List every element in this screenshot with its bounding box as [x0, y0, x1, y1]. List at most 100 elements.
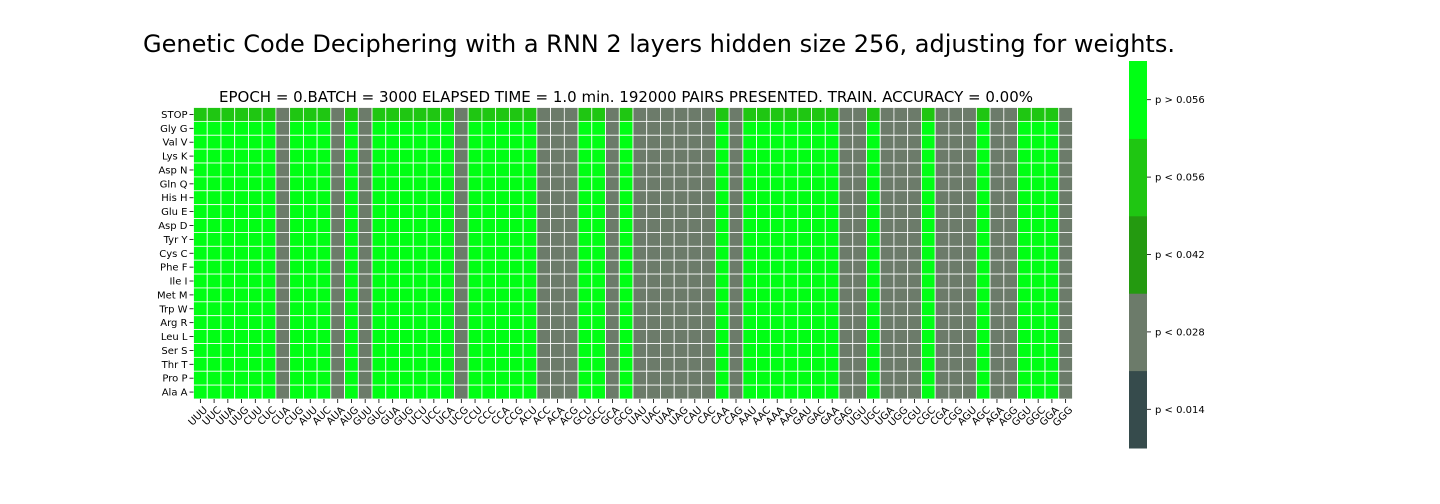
heatmap-cell — [454, 287, 469, 303]
heatmap-cell — [302, 190, 318, 206]
heatmap-cell — [701, 107, 716, 122]
heatmap-cell — [852, 162, 867, 178]
heatmap-cell — [302, 134, 318, 150]
heatmap-cell — [797, 162, 812, 178]
heatmap-cell — [866, 204, 881, 219]
heatmap-cell — [454, 245, 469, 261]
heatmap-cell — [234, 176, 249, 192]
heatmap-cell — [989, 190, 1005, 206]
heatmap-cell — [852, 232, 867, 247]
heatmap-cell — [385, 232, 400, 247]
heatmap-cell — [673, 273, 689, 289]
heatmap-cell — [399, 148, 414, 164]
heatmap-cell — [412, 301, 428, 317]
heatmap-cell — [206, 176, 222, 192]
heatmap-cell — [289, 176, 304, 192]
heatmap-cell — [618, 343, 634, 358]
heatmap-cell — [1003, 162, 1018, 178]
heatmap-cell — [248, 315, 263, 330]
heatmap-cell — [248, 245, 263, 261]
heatmap-cell — [605, 245, 620, 261]
heatmap-cell — [632, 287, 648, 303]
heatmap-cell — [344, 245, 359, 261]
heatmap-cell — [948, 107, 964, 122]
heatmap-cell — [797, 287, 812, 303]
heatmap-cell — [399, 107, 414, 122]
heatmap-cell — [921, 370, 936, 386]
heatmap-cell — [454, 301, 469, 317]
heatmap-cell — [852, 384, 867, 400]
heatmap-cell — [1030, 148, 1046, 164]
heatmap-cell — [618, 370, 634, 386]
heatmap-cell — [357, 218, 373, 233]
y-tick-label: Tyr Y — [163, 235, 189, 246]
heatmap-cell — [344, 204, 359, 219]
heatmap-cell — [220, 287, 236, 303]
heatmap-cell — [467, 356, 483, 372]
heatmap-cell — [316, 107, 332, 122]
heatmap-cell — [1044, 218, 1060, 233]
heatmap-cell — [316, 259, 332, 275]
heatmap-cell — [783, 329, 799, 344]
heatmap-cell — [302, 315, 318, 330]
heatmap-cell — [824, 232, 840, 247]
heatmap-cell — [769, 329, 785, 344]
heatmap-cell — [646, 245, 661, 261]
heatmap-cell — [248, 190, 263, 206]
heatmap-cell — [673, 204, 689, 219]
heatmap-cell — [440, 259, 455, 275]
heatmap-cell — [921, 190, 936, 206]
heatmap-cell — [907, 107, 922, 122]
heatmap-cell — [1003, 134, 1018, 150]
heatmap-cell — [1044, 273, 1060, 289]
heatmap-cell — [660, 190, 675, 206]
heatmap-cell — [728, 134, 744, 150]
heatmap-cell — [756, 107, 771, 122]
heatmap-cell — [1017, 245, 1032, 261]
heatmap-cell — [248, 273, 263, 289]
heatmap-cell — [220, 343, 236, 358]
heatmap-cell — [206, 190, 222, 206]
heatmap-cell — [508, 218, 524, 233]
heatmap-cell — [907, 356, 922, 372]
heatmap-cell — [742, 356, 758, 372]
heatmap-cell — [1044, 356, 1060, 372]
heatmap-cell — [769, 134, 785, 150]
heatmap-cell — [357, 190, 373, 206]
heatmap-cell — [193, 162, 208, 178]
heatmap-cell — [646, 370, 661, 386]
heatmap-cell — [728, 204, 744, 219]
heatmap-cell — [371, 315, 387, 330]
heatmap-cell — [481, 176, 497, 192]
heatmap-cell — [1058, 176, 1073, 192]
heatmap-cell — [824, 148, 840, 164]
heatmap-cell — [495, 329, 510, 344]
heatmap-cell — [467, 162, 483, 178]
heatmap-cell — [495, 134, 510, 150]
heatmap-cell — [1044, 287, 1060, 303]
heatmap-cell — [646, 204, 661, 219]
heatmap-cell — [605, 356, 620, 372]
heatmap-cell — [399, 162, 414, 178]
heatmap-cell — [742, 329, 758, 344]
heatmap-cell — [728, 343, 744, 358]
heatmap-cell — [852, 218, 867, 233]
heatmap-cell — [879, 329, 895, 344]
heatmap-cell — [618, 107, 634, 122]
heatmap-cell — [275, 176, 291, 192]
heatmap-cell — [783, 148, 799, 164]
heatmap-cell — [591, 176, 606, 192]
heatmap-cell — [756, 287, 771, 303]
heatmap-cell — [893, 273, 909, 289]
heatmap-cell — [316, 287, 332, 303]
heatmap-cell — [275, 356, 291, 372]
heatmap-cell — [357, 134, 373, 150]
heatmap-cell — [399, 245, 414, 261]
heatmap-cell — [783, 343, 799, 358]
heatmap-cell — [302, 176, 318, 192]
heatmap-cell — [975, 204, 991, 219]
heatmap-cell — [289, 384, 304, 400]
heatmap-cell — [756, 343, 771, 358]
heatmap-cell — [811, 356, 826, 372]
heatmap-cell — [756, 315, 771, 330]
